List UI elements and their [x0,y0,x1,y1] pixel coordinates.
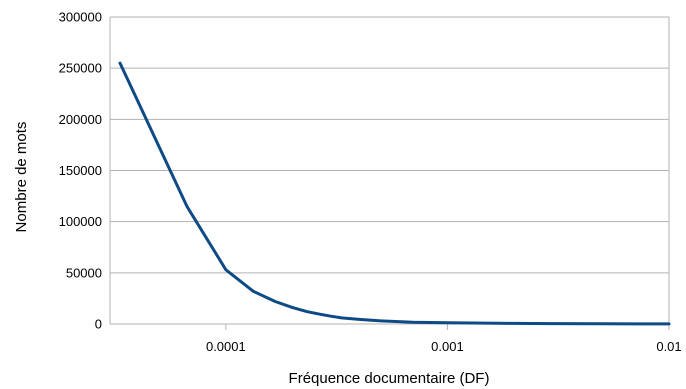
y-tick-label: 200000 [59,112,102,127]
y-tick-label: 300000 [59,10,102,25]
y-tick-label: 150000 [59,163,102,178]
grid-lines [109,16,670,325]
series-group [118,61,671,326]
y-axis-ticks: 0 50000 100000 150000 200000 250000 300000 [59,10,102,332]
y-tick-label: 0 [95,317,102,332]
y-tick-label: 250000 [59,61,102,76]
x-axis-ticks: 0.0001 0.001 0.01 [206,324,682,354]
y-tick-label: 100000 [59,214,102,229]
y-axis-title: Nombre de mots [13,122,30,233]
y-tick-label: 50000 [66,265,102,280]
x-axis-title: Fréquence documentaire (DF) [289,370,490,387]
x-tick-label: 0.01 [656,339,681,354]
series-line [118,61,671,326]
x-tick-label: 0.0001 [206,339,246,354]
x-tick-label: 0.001 [431,339,464,354]
